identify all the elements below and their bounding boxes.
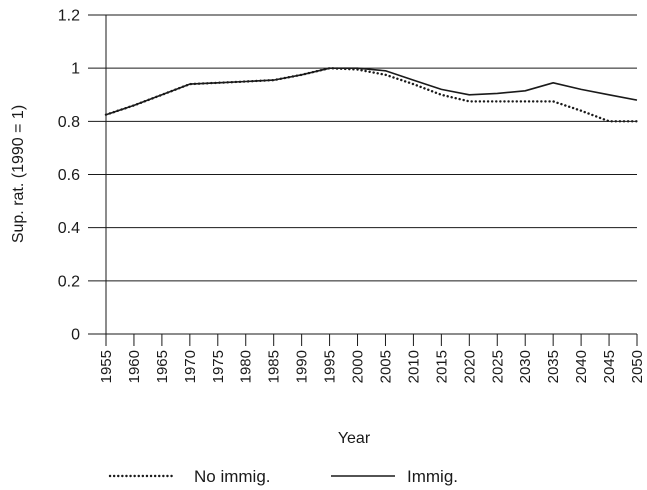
y-axis-title: Sup. rat. (1990 = 1)	[10, 105, 27, 243]
x-tick-label: 2030	[517, 350, 534, 383]
x-tick-label: 1955	[98, 350, 115, 383]
series-lines	[104, 66, 639, 123]
x-tick-label: 1985	[266, 350, 283, 383]
series-line-immig	[105, 67, 638, 116]
x-tick-label: 1990	[294, 350, 311, 383]
y-tick-label: 0	[71, 327, 80, 344]
y-tick-label: 0.8	[58, 114, 80, 131]
x-tick-label: 1960	[126, 350, 143, 383]
x-tick-label: 2015	[433, 350, 450, 383]
x-tick-label: 2025	[489, 350, 506, 383]
y-tick-label: 1	[71, 61, 80, 78]
x-tick-label: 2020	[461, 350, 478, 383]
x-tick-label: 2010	[405, 350, 422, 383]
x-tick-label: 1980	[238, 350, 255, 383]
legend: No immig. Immig.	[108, 467, 458, 486]
x-tick-label: 2050	[629, 350, 646, 383]
series-line-no-immig	[104, 66, 639, 123]
y-tick-label: 0.6	[58, 167, 80, 184]
x-tick-label: 2000	[350, 350, 367, 383]
y-tick-label: 0.2	[58, 273, 80, 290]
x-tick-label: 2045	[601, 350, 618, 383]
x-ticks: 1955 1960 1965 1970 1975 1980 1985 1990 1995 2000…	[98, 334, 646, 383]
legend-label-no-immig: No immig.	[194, 467, 271, 486]
y-tick-label: 0.4	[58, 220, 80, 237]
x-tick-label: 2005	[377, 350, 394, 383]
legend-label-immig: Immig.	[407, 467, 458, 486]
x-tick-label: 1970	[182, 350, 199, 383]
x-tick-label: 1965	[154, 350, 171, 383]
x-tick-label: 2040	[573, 350, 590, 383]
grid-lines	[88, 14, 637, 335]
x-tick-label: 1975	[210, 350, 227, 383]
x-tick-label: 1995	[322, 350, 339, 383]
y-tick-label: 1.2	[58, 8, 80, 25]
x-axis-title: Year	[338, 430, 371, 447]
x-tick-label: 2035	[545, 350, 562, 383]
y-tick-labels: 0 0.2 0.4 0.6 0.8 1 1.2	[58, 8, 80, 344]
